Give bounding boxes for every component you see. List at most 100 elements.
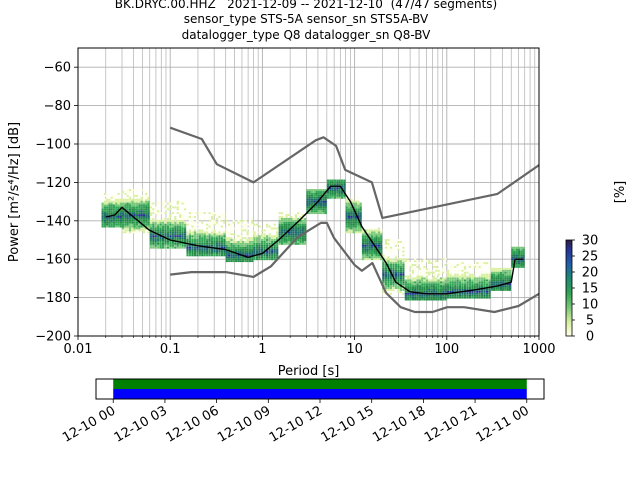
density-cell — [206, 227, 209, 230]
density-cell — [310, 202, 314, 205]
density-cell — [377, 254, 381, 257]
density-cell — [394, 271, 398, 274]
density-cell — [361, 233, 365, 236]
density-cell — [124, 225, 127, 228]
density-cell — [271, 254, 274, 257]
density-cell — [411, 296, 414, 299]
density-cell — [389, 239, 393, 241]
density-cell — [246, 233, 249, 236]
density-cell — [110, 225, 113, 228]
density-cell — [268, 233, 271, 236]
density-cell — [520, 246, 523, 249]
density-cell — [384, 264, 388, 266]
density-cell — [481, 269, 484, 272]
density-cell — [473, 275, 476, 278]
density-cell — [504, 275, 507, 278]
density-cell — [117, 221, 120, 224]
density-cell — [154, 221, 157, 224]
density-cell — [502, 271, 505, 274]
density-cell — [255, 239, 259, 241]
density-cell — [225, 240, 228, 243]
density-cell — [157, 210, 160, 213]
density-cell — [456, 273, 459, 276]
density-cell — [157, 246, 160, 249]
figure-title-line-1: BK.DRYC.00.HHZ 2021-12-09 -- 2021-12-10 … — [114, 0, 498, 11]
density-cell — [206, 235, 209, 238]
density-cell — [176, 221, 179, 224]
density-cell — [515, 250, 518, 253]
density-cell — [499, 273, 503, 276]
density-cell — [352, 202, 355, 205]
density-cell — [418, 269, 421, 272]
density-cell — [176, 208, 179, 211]
density-cell — [232, 258, 235, 261]
density-cell — [292, 227, 295, 230]
density-cell — [329, 192, 332, 195]
density-cell — [210, 212, 214, 215]
density-cell — [138, 202, 141, 205]
density-cell — [397, 258, 400, 261]
density-cell — [103, 212, 107, 215]
density-cell — [343, 196, 346, 199]
density-cell — [411, 281, 414, 284]
density-cell — [273, 252, 276, 255]
density-cell — [142, 221, 146, 224]
density-cell — [106, 221, 109, 224]
y-tick-label: −200 — [35, 330, 71, 345]
density-cell — [439, 298, 442, 301]
density-cell — [126, 198, 129, 201]
density-cell — [103, 219, 107, 222]
density-cell — [322, 212, 325, 215]
density-cell — [435, 265, 438, 268]
density-cell — [402, 273, 405, 276]
density-cell — [299, 242, 302, 245]
density-cell — [432, 296, 435, 299]
density-cell — [174, 229, 177, 232]
density-cell — [258, 225, 261, 228]
density-cell — [364, 240, 367, 243]
density-cell — [196, 223, 199, 226]
density-cell — [481, 290, 484, 293]
density-cell — [230, 246, 233, 249]
density-cell — [124, 212, 127, 215]
density-cell — [115, 223, 118, 226]
density-cell — [210, 229, 214, 232]
density-cell — [103, 198, 107, 201]
density-cell — [459, 292, 462, 295]
density-cell — [232, 240, 235, 243]
density-cell — [241, 258, 245, 261]
density-cell — [478, 262, 481, 264]
density-cell — [461, 294, 464, 297]
density-cell — [387, 273, 390, 276]
density-cell — [435, 279, 438, 282]
density-cell — [439, 273, 442, 276]
density-cell — [255, 258, 259, 261]
density-cell — [230, 223, 233, 226]
density-cell — [377, 239, 381, 241]
density-cell — [159, 246, 162, 249]
density-cell — [154, 225, 157, 228]
density-cell — [203, 242, 206, 245]
density-cell — [203, 212, 206, 215]
density-cell — [359, 212, 362, 215]
density-cell — [377, 244, 381, 247]
density-cell — [522, 248, 525, 251]
density-cell — [248, 244, 252, 247]
density-cell — [210, 250, 214, 253]
density-cell — [169, 208, 172, 211]
density-cell — [357, 221, 360, 224]
density-cell — [497, 273, 500, 276]
density-cell — [506, 279, 509, 282]
density-cell — [366, 256, 369, 259]
density-cell — [476, 271, 479, 274]
density-cell — [218, 248, 221, 251]
density-cell — [280, 237, 284, 240]
density-cell — [478, 277, 481, 280]
density-cell — [504, 273, 507, 276]
density-cell — [110, 210, 113, 213]
density-cell — [280, 223, 284, 226]
density-cell — [135, 217, 139, 220]
density-cell — [442, 271, 445, 274]
density-cell — [145, 221, 148, 224]
density-cell — [232, 233, 235, 236]
